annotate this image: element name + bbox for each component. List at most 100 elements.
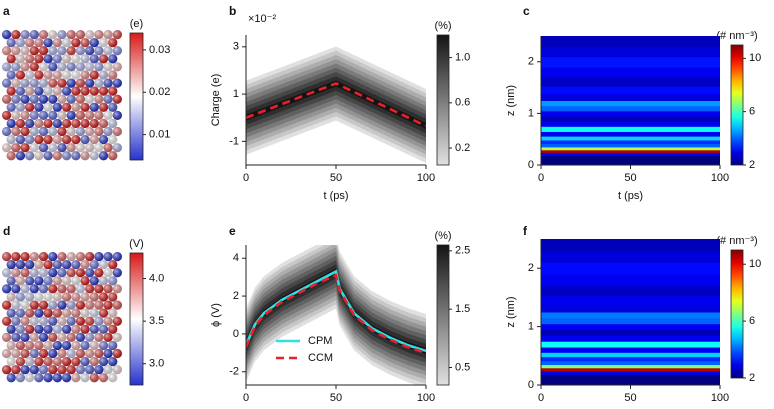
y-axis-label: z (nm): [505, 296, 517, 327]
heatmap-row: [541, 161, 720, 165]
panel-label: b: [229, 4, 236, 18]
heatmap-row: [541, 110, 720, 117]
heatmap-row: [541, 380, 720, 385]
colorbar-tick-label: 0.5: [455, 361, 470, 373]
heatmap-row: [541, 250, 720, 263]
y-tick-label: 1: [528, 107, 534, 119]
y-tick-label: 2: [528, 262, 534, 274]
heatmap-row: [541, 367, 720, 372]
heatmap-row: [541, 126, 720, 132]
heatmap-row: [541, 364, 720, 369]
colorbar-tick-label: 0.01: [149, 129, 170, 141]
colorbar-tick-label: 0.6: [455, 97, 470, 109]
heatmap-row: [541, 312, 720, 319]
panel-label: e: [229, 224, 236, 238]
colorbar-tick-label: 2.5: [455, 245, 470, 257]
panel-label: a: [3, 4, 10, 18]
y-tick-label: 3: [233, 41, 239, 53]
heatmap-row: [541, 149, 720, 153]
heatmap-row: [541, 86, 720, 95]
heatmap-row: [541, 66, 720, 78]
heatmap-row: [541, 105, 720, 112]
y-tick-label: 2: [233, 290, 239, 302]
colorbar: [730, 44, 744, 166]
heatmap-row: [541, 100, 720, 107]
y-tick-label: 4: [233, 252, 239, 264]
x-tick-label: 50: [330, 172, 342, 184]
heatmap-row: [541, 360, 720, 366]
x-tick-label: 0: [243, 392, 249, 404]
colorbar-label: (e): [130, 18, 143, 30]
colorbar-tick-label: 6: [749, 106, 755, 118]
plot-area: [541, 239, 720, 385]
heatmap-row: [541, 152, 720, 156]
heatmap-row: [541, 46, 720, 58]
x-tick-label: 100: [711, 172, 729, 184]
heatmap-row: [541, 335, 720, 342]
colorbar: [129, 252, 144, 386]
heatmap-row: [541, 146, 720, 151]
heatmap-row: [541, 295, 720, 306]
x-tick-label: 50: [624, 392, 636, 404]
density-band: [246, 63, 426, 146]
colorbar-label: (%): [434, 230, 451, 242]
heatmap-row: [541, 285, 720, 297]
heatmap-row: [541, 94, 720, 101]
colorbar-tick-label: 2: [749, 159, 755, 171]
colorbar-tick-label: 3.5: [149, 315, 164, 327]
colorbar-tick-label: 1.5: [455, 303, 470, 315]
x-tick-label: 0: [538, 172, 544, 184]
y-tick-label: 1: [528, 321, 534, 333]
heatmap-row: [541, 131, 720, 137]
heatmap-row: [541, 317, 720, 325]
density-band: [246, 67, 426, 142]
heatmap-row: [541, 274, 720, 287]
x-tick-label: 50: [330, 392, 342, 404]
x-axis-label: t (ps): [618, 190, 643, 202]
heatmap-row: [541, 239, 720, 252]
axis-multiplier: ×10⁻²: [248, 13, 276, 25]
heatmap-row: [541, 56, 720, 68]
colorbar-tick-label: 0.03: [149, 44, 170, 56]
colorbar-label: (V): [129, 238, 144, 250]
heatmap-row: [541, 262, 720, 275]
colorbar-label: (%): [434, 20, 451, 32]
colorbar: [129, 32, 144, 161]
heatmap-row: [541, 139, 720, 145]
heatmap-row: [541, 155, 720, 162]
y-tick-label: -1: [229, 135, 239, 147]
x-tick-label: 0: [538, 392, 544, 404]
colorbar-tick-label: 2: [749, 372, 755, 384]
heatmap-row: [541, 136, 720, 141]
y-axis-label: Charge (e): [210, 74, 222, 127]
y-tick-label: 0: [528, 159, 534, 171]
heatmap-row: [541, 143, 720, 148]
colorbar: [730, 249, 744, 379]
colorbar-tick-label: 0.2: [455, 142, 470, 154]
heatmap-row: [541, 115, 720, 122]
plot-area: [246, 46, 426, 163]
heatmap-row: [541, 323, 720, 331]
heatmap-row: [541, 352, 720, 358]
heatmap-row: [541, 370, 720, 375]
colorbar-tick-label: 3.0: [149, 358, 164, 370]
x-tick-label: 50: [624, 172, 636, 184]
heatmap-row: [541, 374, 720, 382]
heatmap-row: [541, 347, 720, 353]
colorbar-label: (# nm⁻³): [716, 235, 757, 247]
colorbar-label: (# nm⁻³): [716, 30, 757, 42]
y-tick-label: 0: [528, 379, 534, 391]
plot-area: [541, 36, 720, 165]
series-line: [246, 273, 426, 355]
colorbar: [436, 34, 450, 166]
y-tick-label: -2: [229, 366, 239, 378]
legend-label: CCM: [308, 352, 333, 364]
heatmap-row: [541, 329, 720, 336]
density-band: [246, 80, 426, 129]
y-axis-label: z (nm): [505, 85, 517, 116]
colorbar-tick-label: 1.0: [455, 52, 470, 64]
colorbar-tick-label: 10: [749, 258, 761, 270]
panel-label: f: [523, 224, 528, 238]
